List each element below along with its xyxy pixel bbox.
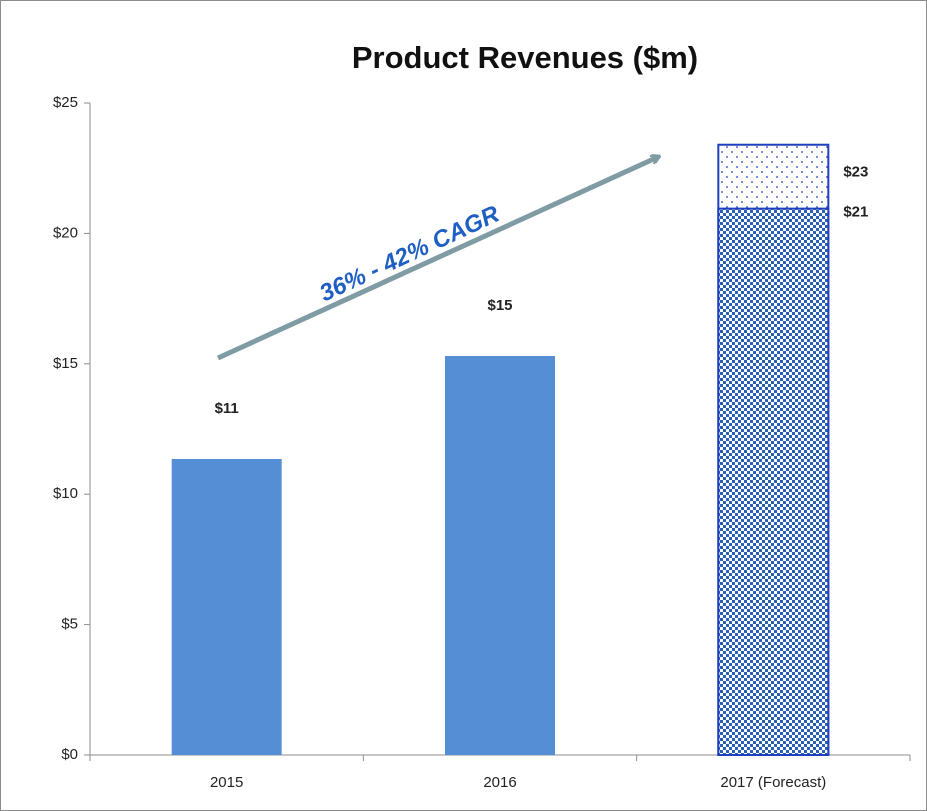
value-label: $21 bbox=[843, 204, 868, 221]
chart-title: Product Revenues ($m) bbox=[352, 40, 698, 75]
x-tick-label: 2016 bbox=[483, 774, 516, 791]
y-tick-label: $0 bbox=[61, 746, 78, 763]
value-label: $11 bbox=[215, 400, 239, 417]
bar bbox=[717, 207, 830, 756]
y-tick-label: $25 bbox=[53, 94, 78, 111]
y-tick-label: $20 bbox=[53, 224, 78, 241]
bar bbox=[445, 355, 555, 755]
y-tick-label: $5 bbox=[61, 616, 78, 633]
value-label: $23 bbox=[843, 164, 868, 181]
y-tick-label: $10 bbox=[53, 485, 78, 502]
x-tick-label: 2015 bbox=[210, 774, 243, 791]
bar bbox=[171, 458, 282, 755]
x-tick-label: 2017 (Forecast) bbox=[720, 774, 826, 791]
y-tick-label: $15 bbox=[53, 355, 78, 372]
trend-arrow bbox=[216, 157, 658, 361]
value-label: $15 bbox=[487, 297, 512, 314]
